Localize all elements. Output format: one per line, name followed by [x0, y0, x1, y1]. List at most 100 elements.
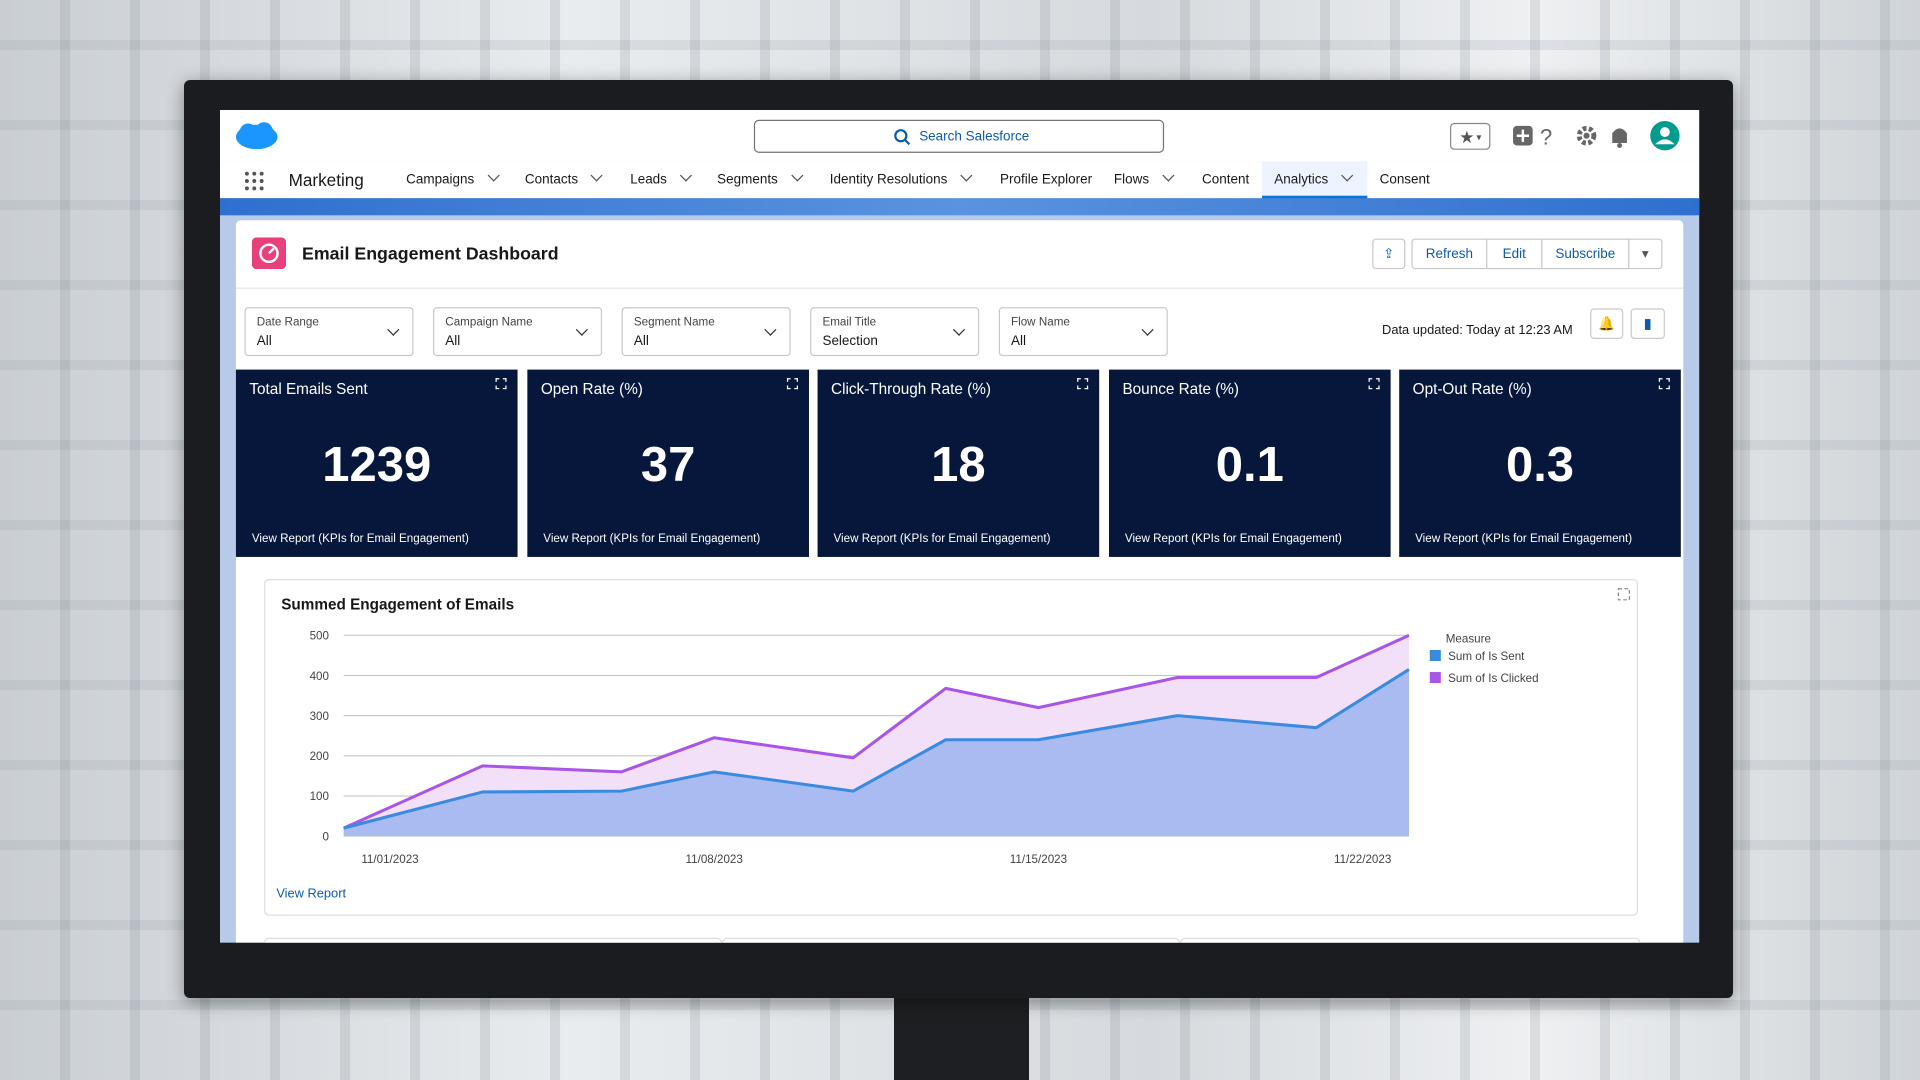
kpi-title: Total Emails Sent: [249, 380, 368, 398]
banner: [220, 198, 1700, 216]
filter-label: Date Range: [256, 315, 319, 330]
chevron: [679, 169, 692, 182]
filter-value: All: [256, 334, 272, 349]
nav-label: Contacts: [524, 172, 579, 188]
more-button[interactable]: ▾: [1628, 238, 1663, 270]
filter[interactable]: Campaign Name All: [433, 307, 603, 357]
nav-label: Profile Explorer: [1000, 172, 1093, 188]
nav-label: Campaigns: [406, 172, 475, 188]
app-launcher[interactable]: [244, 171, 264, 191]
expand-icon[interactable]: [1077, 378, 1089, 390]
expand-icon[interactable]: [495, 378, 507, 390]
nav-item[interactable]: Profile Explorer: [1000, 161, 1092, 198]
nav-item[interactable]: Contacts: [524, 161, 604, 198]
kpi-value: 0.3: [1505, 438, 1575, 493]
chevron: [1341, 169, 1354, 182]
search-icon: [894, 129, 911, 146]
kpi-value: 0.1: [1215, 438, 1284, 493]
x-tick-label: 11/08/2023: [686, 853, 743, 866]
nav-bar: Marketing Campaigns Contacts Leads Segments…: [220, 161, 1700, 200]
nav-item[interactable]: Campaigns: [406, 161, 500, 198]
nav-item[interactable]: Segments: [717, 161, 803, 198]
header-icons: ★ ▾ ?: [1450, 121, 1680, 151]
search-box[interactable]: Search Salesforce: [753, 119, 1165, 153]
dashboard-header: Email Engagement Dashboard ⇪ Refresh Edi…: [235, 220, 1684, 288]
chevron: [764, 323, 777, 336]
kpi-link[interactable]: View Report (KPIs for Email Engagement): [543, 532, 761, 546]
chevron: [790, 169, 803, 182]
filter-label: Flow Name: [1011, 315, 1070, 330]
kpi-value: 37: [640, 438, 696, 493]
kpi-title: Click-Through Rate (%): [831, 380, 991, 398]
nav-label: Content: [1202, 172, 1250, 188]
nav-item[interactable]: Flows: [1114, 161, 1175, 198]
nav-label: Consent: [1379, 172, 1430, 188]
kpi-link[interactable]: View Report (KPIs for Email Engagement): [251, 532, 469, 546]
filter[interactable]: Date Range All: [244, 307, 414, 357]
kpi-link[interactable]: View Report (KPIs for Email Engagement): [1415, 532, 1633, 546]
chart-title: Summed Engagement of Emails: [281, 597, 514, 614]
filter-label: Segment Name: [633, 315, 715, 330]
expand-icon[interactable]: [1617, 588, 1631, 601]
y-tick-label: 0: [323, 830, 330, 843]
chevron: [1161, 169, 1175, 182]
monitor-stand: [894, 990, 1029, 1080]
legend-swatch: [1429, 650, 1441, 662]
y-tick-label: 200: [310, 750, 330, 763]
subscribe-button[interactable]: Subscribe: [1541, 238, 1630, 270]
dashboard-icon: [251, 237, 287, 270]
legend-swatch: [1429, 672, 1441, 684]
kpi-tile: Click-Through Rate (%) 18 View Report (KPI…: [817, 369, 1100, 557]
share-button[interactable]: ⇪: [1372, 238, 1406, 270]
data-updated: Data updated: Today at 12:23 AM: [1382, 323, 1573, 338]
y-tick-label: 500: [310, 630, 330, 643]
svg-text:?: ?: [1540, 124, 1552, 149]
chart: Summed Engagement of Emails View Report …: [276, 588, 1631, 900]
header: Search Salesforce ★ ▾ ?: [220, 110, 1700, 162]
area-fill: [343, 669, 1409, 837]
chart-card: Summed Engagement of Emails View Report …: [264, 578, 1638, 916]
expand-icon[interactable]: [1658, 378, 1670, 390]
filter-row: Date Range All Campaign Name All Segment Nam…: [244, 307, 1224, 357]
dashboard-title: Email Engagement Dashboard: [302, 244, 559, 265]
app-name: Marketing: [288, 170, 364, 190]
kpi-link[interactable]: View Report (KPIs for Email Engagement): [833, 532, 1051, 546]
filter[interactable]: Segment Name All: [621, 307, 791, 357]
chevron: [952, 323, 966, 336]
chart-button[interactable]: ▮: [1630, 308, 1665, 339]
nav-item[interactable]: Leads: [630, 161, 692, 198]
nav-item[interactable]: Analytics: [1274, 161, 1354, 198]
y-tick-label: 300: [310, 710, 330, 723]
line: [343, 668, 1410, 830]
kpi-value: 1239: [322, 438, 432, 493]
kpi-tile: Bounce Rate (%) 0.1 View Report (KPIs for …: [1108, 369, 1391, 557]
x-tick-label: 11/22/2023: [1334, 853, 1391, 866]
expand-icon[interactable]: [1368, 378, 1380, 390]
kpi-title: Open Rate (%): [540, 380, 643, 398]
edit-button[interactable]: Edit: [1486, 238, 1543, 270]
expand-icon[interactable]: [786, 378, 798, 390]
view-report-link[interactable]: View Report: [276, 885, 346, 900]
logo: [235, 122, 278, 150]
filter-value: Selection: [822, 334, 878, 349]
nav-item[interactable]: Consent: [1380, 161, 1430, 198]
filter[interactable]: Flow Name All: [998, 307, 1168, 357]
legend-label: Sum of Is Clicked: [1448, 672, 1538, 685]
filter-value: All: [1011, 334, 1027, 349]
x-tick-label: 11/15/2023: [1010, 853, 1067, 866]
kpi-value: 18: [931, 438, 986, 493]
notify-button[interactable]: 🔔: [1590, 308, 1624, 339]
kpi-tile: Total Emails Sent 1239 View Report (KPIs f…: [235, 369, 518, 557]
nav-item[interactable]: Identity Resolutions: [830, 161, 973, 198]
y-tick-label: 100: [310, 790, 330, 803]
filter-value: All: [445, 334, 461, 349]
kpi-link[interactable]: View Report (KPIs for Email Engagement): [1124, 532, 1342, 546]
nav-label: Leads: [630, 172, 667, 188]
filter-label: Email Title: [822, 315, 877, 330]
refresh-button[interactable]: Refresh: [1411, 238, 1488, 270]
filter[interactable]: Email Title Selection: [810, 307, 980, 357]
nav-label: Segments: [717, 172, 778, 188]
chevron: [590, 169, 604, 182]
nav-item[interactable]: Content: [1202, 161, 1249, 198]
